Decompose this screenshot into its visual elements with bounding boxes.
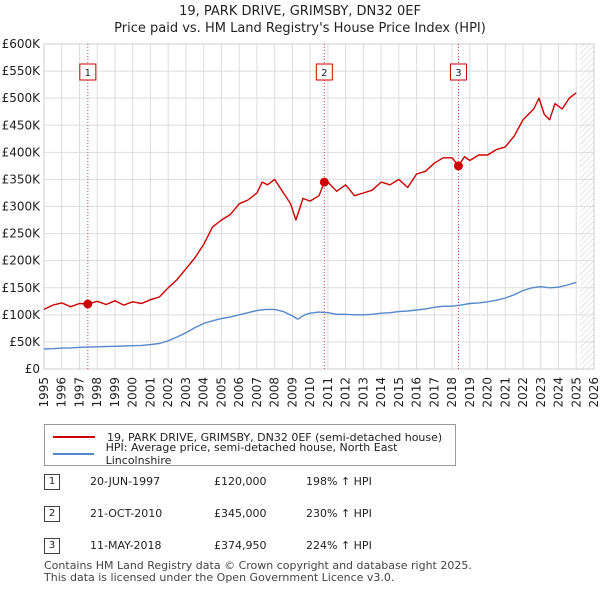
x-tick-label: 2025	[569, 377, 583, 408]
x-tick-label: 2009	[285, 377, 299, 408]
sale-date: 11-MAY-2018	[90, 539, 162, 552]
x-tick-label: 2022	[516, 377, 530, 408]
y-tick-label: £600K	[2, 37, 42, 51]
x-tick-label: 2020	[481, 377, 495, 408]
sale-point	[453, 161, 463, 171]
footer-line-licence: This data is licensed under the Open Gov…	[44, 571, 395, 584]
legend-item-hpi: HPI: Average price, semi-detached house,…	[53, 441, 455, 467]
x-tick-label: 2002	[161, 377, 175, 408]
sale-date: 21-OCT-2010	[90, 507, 163, 520]
x-tick-label: 2026	[587, 377, 600, 408]
sale-date: 20-JUN-1997	[90, 475, 161, 488]
x-tick-label: 2024	[552, 377, 566, 408]
sale-point	[83, 299, 93, 309]
legend-label-hpi: HPI: Average price, semi-detached house,…	[105, 441, 398, 467]
x-tick-label: 2012	[339, 377, 353, 408]
sale-number-badge: 2	[44, 506, 60, 522]
sale-number-badge: 3	[44, 538, 60, 554]
sale-price: £374,950	[214, 539, 267, 552]
x-tick-label: 2021	[498, 377, 512, 408]
x-tick-label: 2007	[250, 377, 264, 408]
x-tick-label: 2018	[445, 377, 459, 408]
x-tick-label: 2011	[321, 377, 335, 408]
sale-marker-box	[79, 63, 97, 81]
sale-row: 1 20-JUN-1997 £120,000 198% ↑ HPI	[44, 474, 464, 490]
sale-row: 2 21-OCT-2010 £345,000 230% ↑ HPI	[44, 506, 464, 522]
chart-legend: 19, PARK DRIVE, GRIMSBY, DN32 0EF (semi-…	[44, 424, 456, 467]
chart-subtitle: Price paid vs. HM Land Registry's House …	[114, 21, 486, 36]
x-tick-label: 2006	[232, 377, 246, 408]
legend-label-property: 19, PARK DRIVE, GRIMSBY, DN32 0EF (semi-…	[107, 430, 443, 444]
x-tick-label: 2005	[214, 377, 228, 408]
y-tick-label: £500K	[2, 91, 42, 105]
x-tick-label: 2016	[410, 377, 424, 408]
y-tick-label: £200K	[2, 254, 42, 268]
x-tick-label: 1999	[108, 377, 122, 408]
y-tick-label: £100K	[2, 308, 42, 322]
x-tick-label: 2013	[356, 377, 370, 408]
price-chart: £0 £50K £100K £150K £200K £250K £300K £350K £400…	[2, 37, 600, 408]
sale-price: £345,000	[214, 507, 267, 520]
y-tick-label: £550K	[2, 64, 42, 78]
sale-marker-box	[315, 63, 333, 81]
sale-marker-box	[449, 63, 467, 81]
sale-hpi-change: 198% ↑ HPI	[306, 475, 372, 488]
sale-marker-label: 3	[455, 68, 461, 79]
x-tick-label: 2003	[179, 377, 193, 408]
x-tick-label: 1996	[55, 377, 69, 408]
footer-attribution: Contains HM Land Registry data © Crown c…	[44, 560, 472, 584]
legend-line-hpi	[53, 453, 94, 455]
sale-row: 3 11-MAY-2018 £374,950 224% ↑ HPI	[44, 538, 464, 554]
footer-line-copyright: Contains HM Land Registry data © Crown c…	[44, 559, 472, 572]
x-tick-label: 2017	[427, 377, 441, 408]
x-tick-label: 2015	[392, 377, 406, 408]
sale-hpi-change: 230% ↑ HPI	[306, 507, 372, 520]
y-tick-label: £50K	[9, 335, 41, 349]
legend-line-property	[53, 436, 95, 438]
sale-marker-label: 1	[85, 68, 91, 79]
sale-point	[319, 177, 329, 187]
y-tick-label: £250K	[2, 227, 42, 241]
x-tick-label: 2019	[463, 377, 477, 408]
y-tick-label: £300K	[2, 200, 42, 214]
x-tick-label: 2010	[303, 377, 317, 408]
series-line-hpi	[43, 281, 577, 350]
x-tick-label: 2001	[143, 377, 157, 408]
x-tick-label: 2008	[268, 377, 282, 408]
sale-marker-label: 2	[321, 68, 327, 79]
sale-price: £120,000	[214, 475, 267, 488]
y-tick-label: £350K	[2, 172, 42, 186]
sale-hpi-change: 224% ↑ HPI	[306, 539, 372, 552]
x-tick-label: 2004	[197, 377, 211, 408]
chart-title: 19, PARK DRIVE, GRIMSBY, DN32 0EF	[179, 4, 421, 19]
legend-item-property: 19, PARK DRIVE, GRIMSBY, DN32 0EF (semi-…	[53, 429, 442, 445]
sale-number-badge: 1	[44, 474, 60, 490]
x-tick-label: 2000	[126, 377, 140, 408]
series-line-property	[43, 92, 577, 311]
x-tick-label: 1997	[72, 377, 86, 408]
y-tick-label: £0	[25, 362, 40, 376]
x-tick-label: 1995	[37, 377, 51, 408]
x-tick-label: 2023	[534, 377, 548, 408]
y-tick-label: £400K	[2, 145, 42, 159]
x-tick-label: 1998	[90, 377, 104, 408]
y-tick-label: £150K	[2, 281, 42, 295]
plot-frame	[43, 43, 595, 370]
y-tick-label: £450K	[2, 118, 42, 132]
x-tick-label: 2014	[374, 377, 388, 408]
